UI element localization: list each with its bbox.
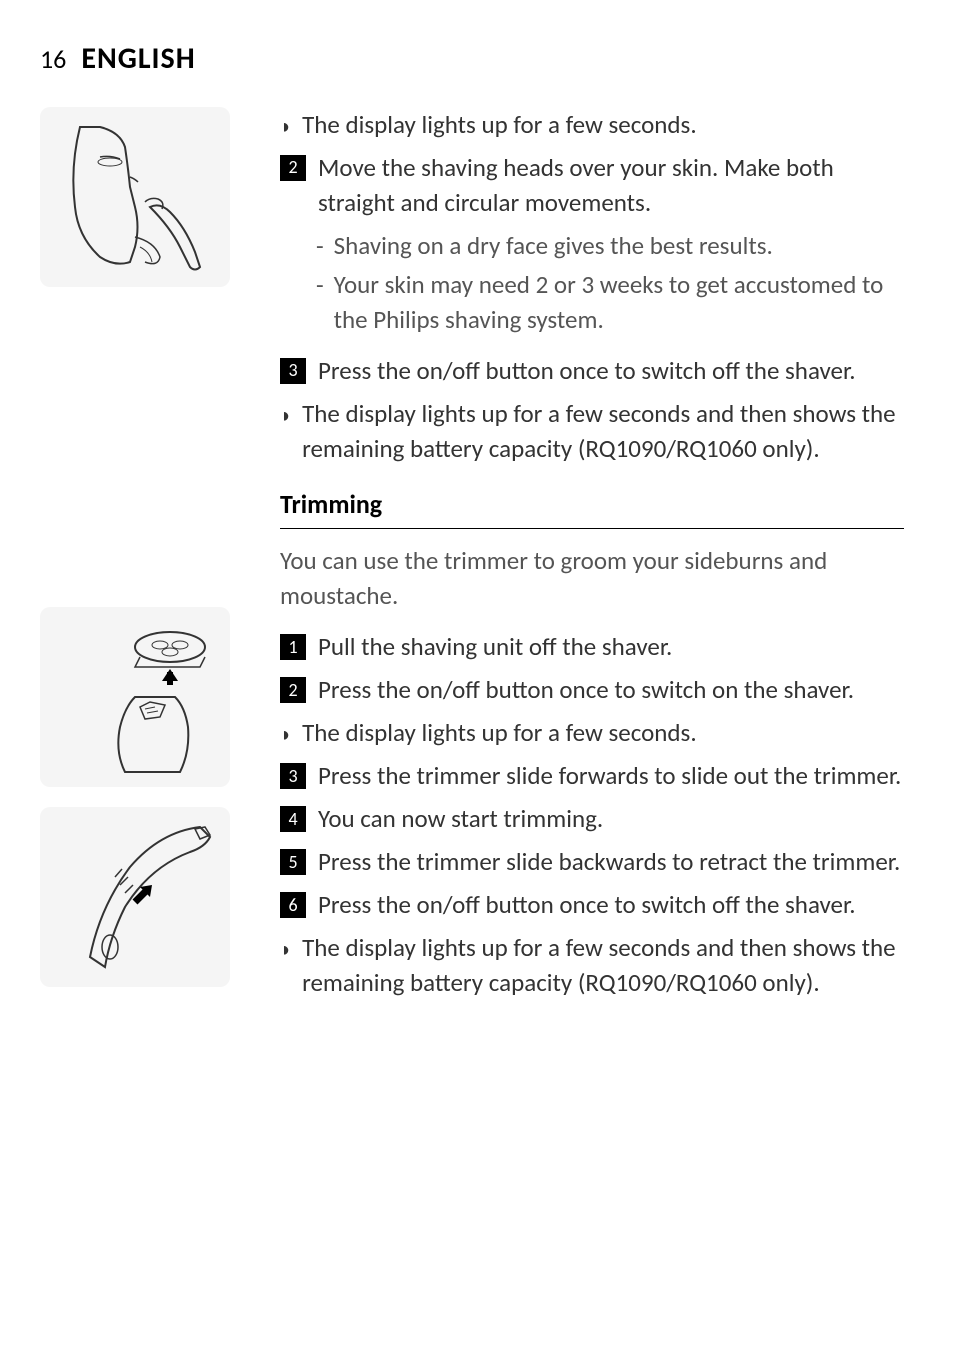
- step-text: You can now start trimming.: [318, 801, 904, 836]
- step-text: Pull the shaving unit off the shaver.: [318, 629, 904, 664]
- step-text: Press the on/off button once to switch o…: [318, 672, 904, 707]
- step-text: Press the trimmer slide forwards to slid…: [318, 758, 904, 793]
- note-text: Your skin may need 2 or 3 weeks to get a…: [334, 267, 904, 337]
- step-number-badge: 1: [280, 634, 306, 660]
- spacer: [40, 307, 260, 607]
- step-number-badge: 6: [280, 892, 306, 918]
- numbered-step: 5 Press the trimmer slide backwards to r…: [280, 844, 904, 879]
- numbered-step: 3 Press the trimmer slide forwards to sl…: [280, 758, 904, 793]
- result-bullet: ◗ The display lights up for a few second…: [280, 396, 904, 466]
- page-number: 16: [40, 43, 66, 75]
- text-column: ◗ The display lights up for a few second…: [280, 107, 904, 1008]
- dash-icon: -: [316, 228, 324, 263]
- result-bullet: ◗ The display lights up for a few second…: [280, 930, 904, 1000]
- numbered-step: 4 You can now start trimming.: [280, 801, 904, 836]
- step-number-badge: 4: [280, 806, 306, 832]
- step-number-badge: 5: [280, 849, 306, 875]
- bullet-arrow-icon: ◗: [280, 721, 292, 749]
- numbered-step: 3 Press the on/off button once to switch…: [280, 353, 904, 388]
- bullet-arrow-icon: ◗: [280, 936, 292, 964]
- trimmer-slide-illustration: [40, 807, 230, 987]
- result-bullet: ◗ The display lights up for a few second…: [280, 107, 904, 142]
- sub-note: - Your skin may need 2 or 3 weeks to get…: [316, 267, 904, 337]
- sub-note: - Shaving on a dry face gives the best r…: [316, 228, 904, 263]
- bullet-text: The display lights up for a few seconds.: [302, 715, 904, 750]
- step-text: Press the on/off button once to switch o…: [318, 353, 904, 388]
- step-text: Press the trimmer slide backwards to ret…: [318, 844, 904, 879]
- step-number-badge: 3: [280, 763, 306, 789]
- content-area: ◗ The display lights up for a few second…: [40, 107, 904, 1008]
- step-text: Press the on/off button once to switch o…: [318, 887, 904, 922]
- numbered-step: 1 Pull the shaving unit off the shaver.: [280, 629, 904, 664]
- bullet-arrow-icon: ◗: [280, 113, 292, 141]
- dash-icon: -: [316, 267, 324, 337]
- bullet-text: The display lights up for a few seconds.: [302, 107, 904, 142]
- bullet-text: The display lights up for a few seconds …: [302, 396, 904, 466]
- section-intro: You can use the trimmer to groom your si…: [280, 543, 904, 613]
- numbered-step: 2 Move the shaving heads over your skin.…: [280, 150, 904, 220]
- section-heading: Trimming: [280, 486, 904, 529]
- illustration-column: [40, 107, 260, 1008]
- result-bullet: ◗ The display lights up for a few second…: [280, 715, 904, 750]
- step-number-badge: 2: [280, 155, 306, 181]
- step-text: Move the shaving heads over your skin. M…: [318, 150, 904, 220]
- numbered-step: 2 Press the on/off button once to switch…: [280, 672, 904, 707]
- manual-page: 16 ENGLISH: [0, 0, 954, 1048]
- shaving-face-illustration: [40, 107, 230, 287]
- pull-unit-illustration: [40, 607, 230, 787]
- step-number-badge: 3: [280, 358, 306, 384]
- bullet-text: The display lights up for a few seconds …: [302, 930, 904, 1000]
- note-text: Shaving on a dry face gives the best res…: [334, 228, 773, 263]
- bullet-arrow-icon: ◗: [280, 402, 292, 430]
- numbered-step: 6 Press the on/off button once to switch…: [280, 887, 904, 922]
- step-number-badge: 2: [280, 677, 306, 703]
- language-title: ENGLISH: [81, 40, 195, 77]
- page-header: 16 ENGLISH: [40, 40, 904, 77]
